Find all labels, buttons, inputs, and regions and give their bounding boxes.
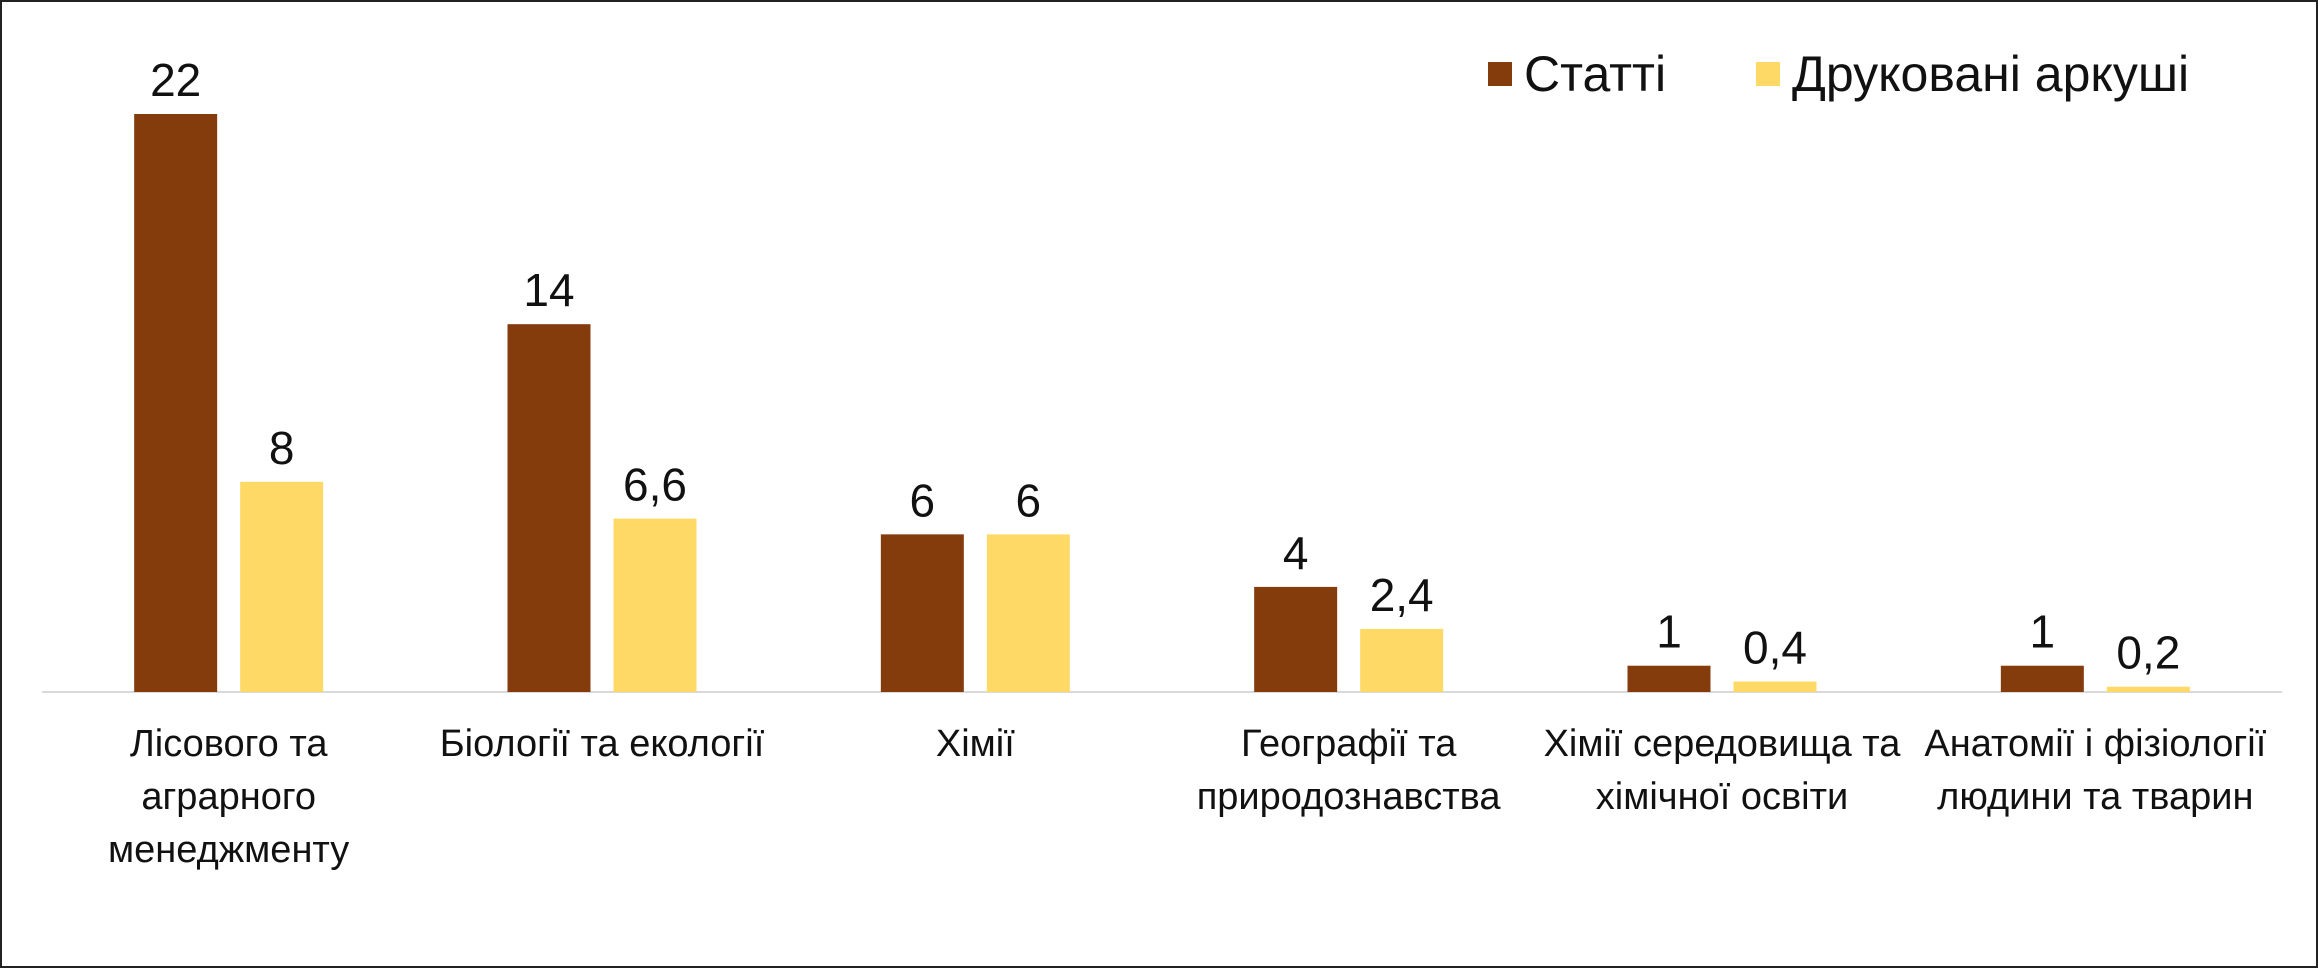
value-label: 0,4 <box>1743 621 1807 673</box>
bar <box>2000 665 2084 692</box>
value-label: 4 <box>1283 527 1309 579</box>
value-label: 1 <box>2030 606 2056 658</box>
value-label: 6 <box>1016 474 1042 526</box>
bar <box>1254 586 1338 692</box>
bar <box>507 324 591 692</box>
value-label: 22 <box>150 54 201 106</box>
value-label: 8 <box>269 422 295 474</box>
value-label: 6 <box>910 474 936 526</box>
x-tick-label: Анатомії і фізіології людини та тварин <box>1924 723 2267 818</box>
value-label: 2,4 <box>1370 569 1434 621</box>
bar <box>1733 681 1817 692</box>
bar <box>880 534 964 692</box>
value-label: 1 <box>1656 606 1682 658</box>
bar <box>2106 686 2190 692</box>
legend-label: Статті <box>1524 46 1666 102</box>
legend-swatch <box>1488 62 1512 86</box>
legend-swatch <box>1756 62 1780 86</box>
bar <box>1627 665 1711 692</box>
bar <box>134 114 218 692</box>
value-label: 0,2 <box>2116 627 2180 679</box>
bar <box>240 481 324 692</box>
x-tick-label: Біології та екології <box>439 723 765 765</box>
x-tick-label: Географії та природознавства <box>1196 723 1501 818</box>
bar <box>613 518 697 692</box>
bar <box>1360 628 1444 692</box>
x-tick-label: Хімії середовища та хімічної освіти <box>1543 723 1901 818</box>
x-tick-label: Лісового та аграрного менеджменту <box>108 723 350 871</box>
x-tick-label: Хімії <box>935 723 1015 765</box>
bar <box>986 534 1070 692</box>
legend-label: Друковані аркуші <box>1792 46 2189 102</box>
value-label: 6,6 <box>623 459 687 511</box>
value-label: 14 <box>523 264 574 316</box>
